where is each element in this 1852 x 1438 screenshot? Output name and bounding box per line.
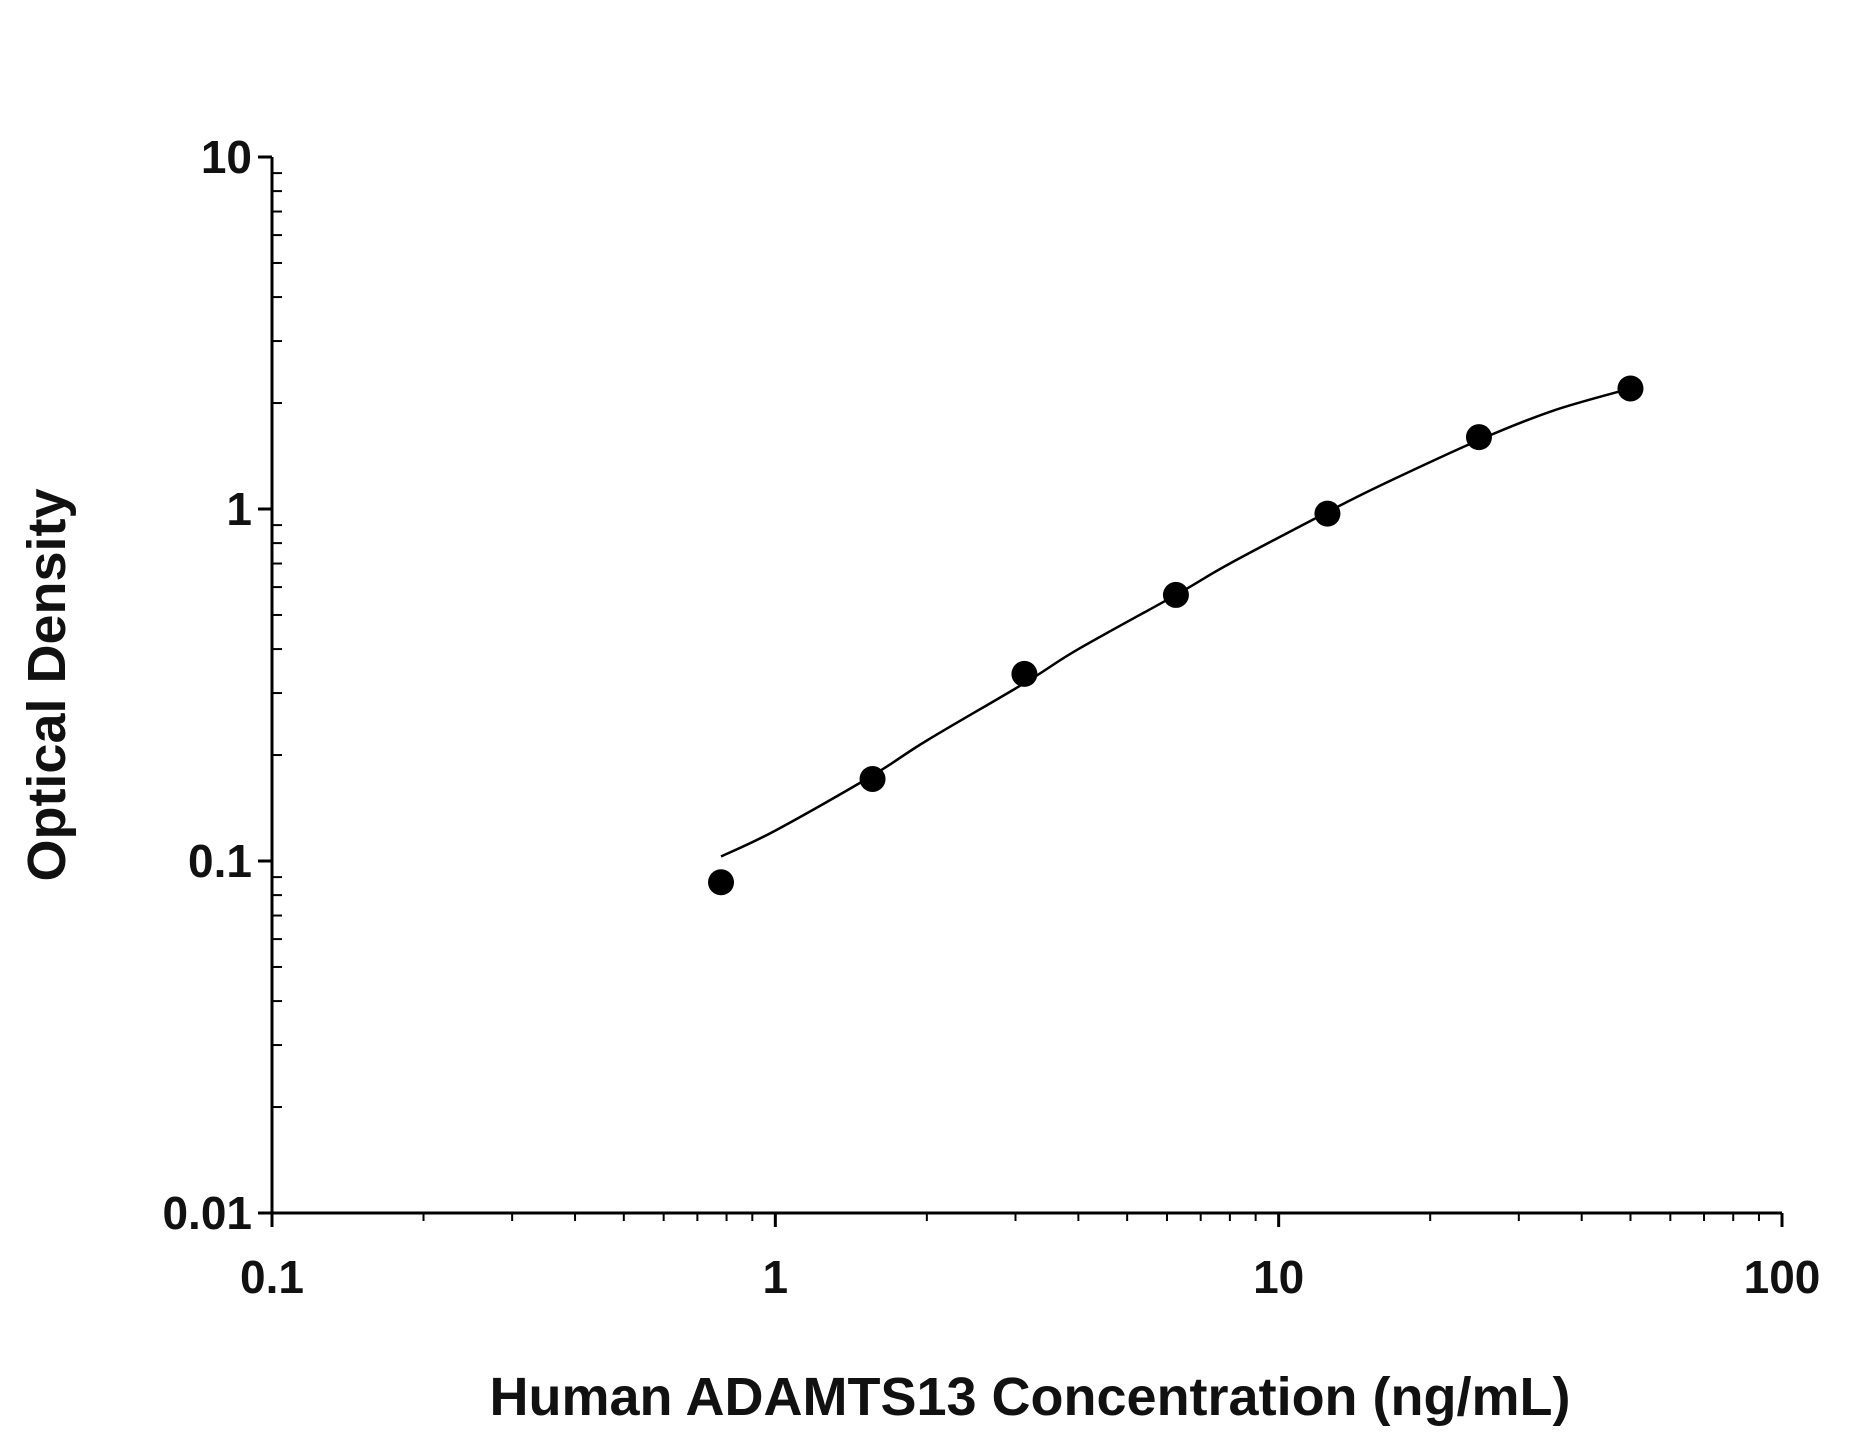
y-axis-title: Optical Density bbox=[17, 488, 77, 881]
x-tick-label: 0.1 bbox=[240, 1251, 304, 1303]
x-axis-title: Human ADAMTS13 Concentration (ng/mL) bbox=[489, 1367, 1570, 1427]
y-tick-label: 10 bbox=[201, 131, 252, 183]
data-points-layer bbox=[708, 375, 1644, 896]
data-point bbox=[1314, 500, 1341, 527]
y-tick-label: 0.01 bbox=[162, 1187, 252, 1239]
data-point bbox=[1011, 660, 1038, 687]
labels-layer: Human ADAMTS13 Concentration (ng/mL) Opt… bbox=[17, 131, 1820, 1427]
data-point bbox=[1465, 424, 1492, 451]
fit-curve-layer bbox=[720, 387, 1631, 858]
y-tick-label: 1 bbox=[226, 483, 252, 535]
y-tick-label: 0.1 bbox=[188, 835, 252, 887]
axes bbox=[258, 155, 1784, 1227]
data-point bbox=[708, 869, 735, 896]
x-tick-label: 1 bbox=[763, 1251, 789, 1303]
data-point bbox=[1162, 581, 1189, 608]
data-point bbox=[859, 765, 886, 792]
x-tick-label: 100 bbox=[1744, 1251, 1821, 1303]
x-tick-label: 10 bbox=[1253, 1251, 1304, 1303]
data-point bbox=[1617, 375, 1644, 402]
fit-curve-line bbox=[720, 387, 1631, 858]
